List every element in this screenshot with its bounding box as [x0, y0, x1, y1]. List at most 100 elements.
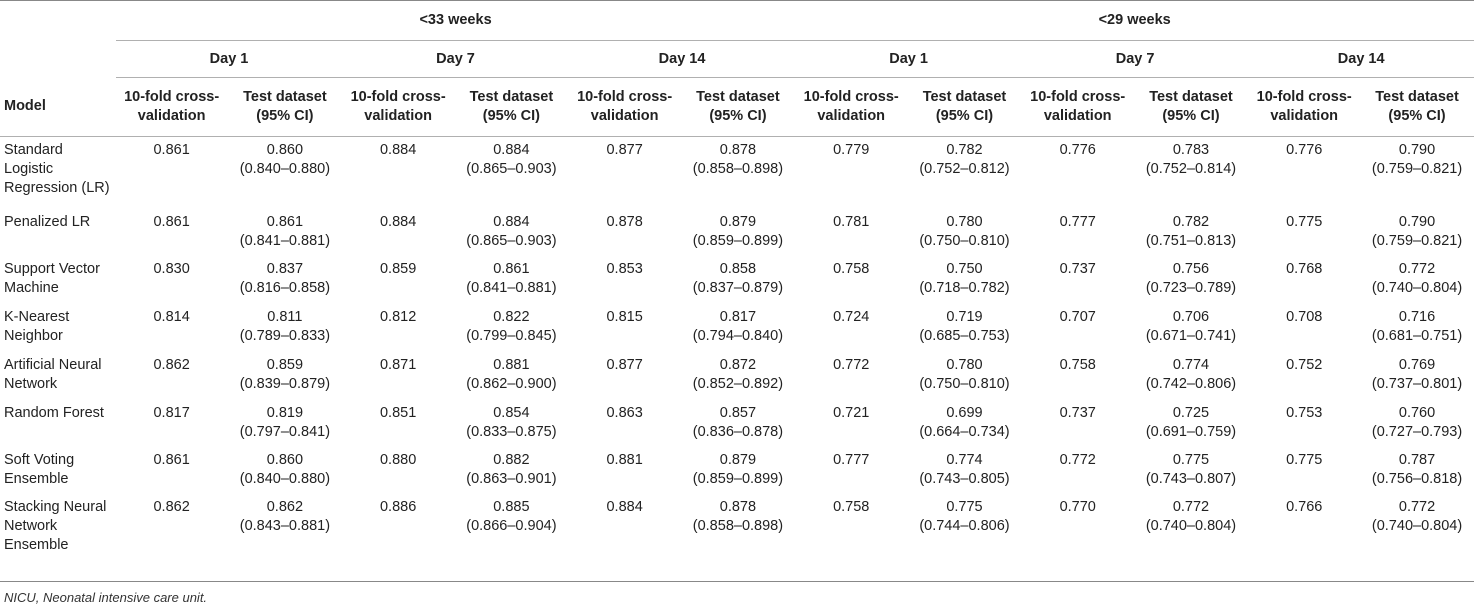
day-header: Day 7	[1021, 40, 1249, 78]
test-auc-value: 0.878	[719, 498, 757, 515]
test-value-cell: 0.817 (0.794–0.840)	[681, 304, 796, 352]
test-confidence-interval: (0.858–0.898)	[692, 161, 784, 177]
model-name-cell: Stacking Neural Network Ensemble	[0, 494, 116, 566]
day-header: Day 14	[1248, 40, 1474, 78]
test-value-cell: 0.772 (0.740–0.804)	[1360, 494, 1474, 566]
test-header-line1: Test dataset	[243, 89, 327, 105]
test-confidence-interval: (0.840–0.880)	[239, 470, 331, 487]
test-value-cell: 0.699 (0.664–0.734)	[907, 400, 1022, 447]
test-value-cell: 0.756 (0.723–0.789)	[1134, 256, 1249, 304]
test-confidence-interval: (0.839–0.879)	[239, 375, 331, 392]
test-value-cell: 0.780 (0.750–0.810)	[907, 352, 1022, 400]
cv-value-cell: 0.758	[1059, 356, 1096, 373]
cv-value-cell: 0.775	[1286, 451, 1323, 468]
test-auc-value: 0.780	[946, 356, 983, 373]
test-auc-value: 0.750	[946, 260, 983, 277]
test-auc-value: 0.819	[266, 404, 304, 421]
test-confidence-interval: (0.681–0.751)	[1371, 327, 1463, 344]
cv-value-cell: 0.776	[1286, 142, 1323, 158]
test-confidence-interval: (0.759–0.821)	[1371, 232, 1463, 249]
test-value-cell: 0.790 (0.759–0.821)	[1360, 209, 1474, 256]
model-name-cell: Support Vector Machine	[0, 256, 116, 304]
model-name-line: Neighbor	[4, 327, 63, 344]
cv-value-cell: 0.861	[153, 213, 190, 230]
test-value-cell: 0.837 (0.816–0.858)	[228, 256, 343, 304]
test-header-line2: (95% CI)	[256, 108, 314, 124]
test-confidence-interval: (0.759–0.821)	[1371, 161, 1463, 177]
test-value-cell: 0.719 (0.685–0.753)	[907, 304, 1022, 352]
test-auc-value: 0.811	[267, 308, 303, 325]
cv-value-cell: 0.851	[379, 404, 417, 421]
cv-value-cell: 0.861	[153, 142, 190, 158]
test-confidence-interval: (0.752–0.814)	[1145, 161, 1237, 177]
test-confidence-interval: (0.740–0.804)	[1371, 517, 1463, 534]
model-name-cell: K-Nearest Neighbor	[0, 304, 116, 352]
test-confidence-interval: (0.737–0.801)	[1371, 375, 1463, 392]
test-value-cell: 0.881 (0.862–0.900)	[454, 352, 569, 400]
test-confidence-interval: (0.859–0.899)	[692, 470, 784, 487]
cv-value-cell: 0.776	[1059, 142, 1096, 158]
cv-header-line1: 10-fold cross-	[1256, 89, 1352, 105]
test-confidence-interval: (0.718–0.782)	[919, 279, 1010, 296]
model-name-line: Regression (LR)	[4, 180, 110, 196]
table-row: Standard Logistic Regression (LR) 0.861 0.86…	[0, 137, 1474, 209]
test-auc-value: 0.772	[1398, 260, 1436, 277]
model-name-line: Ensemble	[4, 536, 69, 553]
test-auc-value: 0.699	[946, 404, 983, 421]
model-name-line: Penalized LR	[4, 213, 91, 230]
test-confidence-interval: (0.743–0.805)	[919, 470, 1010, 487]
cv-value-cell: 0.768	[1286, 260, 1323, 277]
test-value-cell: 0.860 (0.840–0.880)	[228, 447, 343, 494]
test-confidence-interval: (0.865–0.903)	[466, 232, 557, 249]
test-confidence-interval: (0.723–0.789)	[1145, 279, 1237, 296]
cv-column-header: 10-fold cross-validation	[342, 77, 454, 137]
cv-value-cell: 0.815	[606, 308, 643, 325]
test-auc-value: 0.772	[1172, 498, 1210, 515]
test-auc-value: 0.881	[493, 356, 530, 373]
table-row: Support Vector Machine 0.830 0.837 (0.816–0.…	[0, 256, 1474, 304]
table-row: Random Forest 0.817 0.819 (0.797–0.841) 0.85…	[0, 400, 1474, 447]
test-auc-value: 0.879	[719, 213, 757, 230]
cv-header-line2: validation	[817, 108, 886, 124]
test-auc-value: 0.878	[719, 142, 757, 158]
test-value-cell: 0.774 (0.743–0.805)	[907, 447, 1022, 494]
model-name-line: Network	[4, 517, 58, 534]
cv-column-header: 10-fold cross-validation	[795, 77, 908, 137]
cv-value-cell: 0.861	[153, 451, 190, 468]
cv-value-cell: 0.877	[606, 356, 643, 373]
model-name-cell: Standard Logistic Regression (LR)	[0, 137, 116, 209]
test-value-cell: 0.857 (0.836–0.878)	[681, 400, 796, 447]
cv-value-cell: 0.859	[379, 260, 417, 277]
cv-header-line1: 10-fold cross-	[803, 89, 899, 105]
test-auc-value: 0.861	[493, 260, 530, 277]
bottom-rule	[0, 581, 1474, 582]
test-confidence-interval: (0.841–0.881)	[239, 232, 331, 249]
test-confidence-interval: (0.837–0.879)	[692, 279, 784, 296]
model-name-cell: Soft Voting Ensemble	[0, 447, 116, 494]
test-value-cell: 0.774 (0.742–0.806)	[1134, 352, 1249, 400]
model-name-line: K-Nearest	[4, 308, 70, 325]
test-confidence-interval: (0.691–0.759)	[1145, 423, 1237, 440]
test-confidence-interval: (0.858–0.898)	[692, 517, 784, 534]
test-value-cell: 0.716 (0.681–0.751)	[1360, 304, 1474, 352]
test-header-line2: (95% CI)	[1388, 108, 1446, 124]
test-auc-value: 0.787	[1398, 451, 1436, 468]
test-auc-value: 0.719	[946, 308, 983, 325]
test-confidence-interval: (0.799–0.845)	[466, 327, 557, 344]
table-row: Penalized LR 0.861 0.861 (0.841–0.881) 0.884…	[0, 209, 1474, 256]
test-value-cell: 0.790 (0.759–0.821)	[1360, 137, 1474, 209]
cv-header-line2: validation	[1270, 108, 1339, 124]
test-auc-value: 0.706	[1172, 308, 1210, 325]
test-auc-value: 0.858	[719, 260, 757, 277]
test-auc-value: 0.774	[946, 451, 983, 468]
test-confidence-interval: (0.727–0.793)	[1371, 423, 1463, 440]
test-value-cell: 0.878 (0.858–0.898)	[681, 494, 796, 566]
test-value-cell: 0.787 (0.756–0.818)	[1360, 447, 1474, 494]
test-value-cell: 0.862 (0.843–0.881)	[228, 494, 343, 566]
cv-value-cell: 0.884	[606, 498, 643, 515]
test-value-cell: 0.811 (0.789–0.833)	[228, 304, 343, 352]
test-value-cell: 0.884 (0.865–0.903)	[454, 209, 569, 256]
cv-value-cell: 0.766	[1286, 498, 1323, 515]
test-confidence-interval: (0.816–0.858)	[239, 279, 331, 296]
model-name-line: Soft Voting	[4, 451, 75, 468]
